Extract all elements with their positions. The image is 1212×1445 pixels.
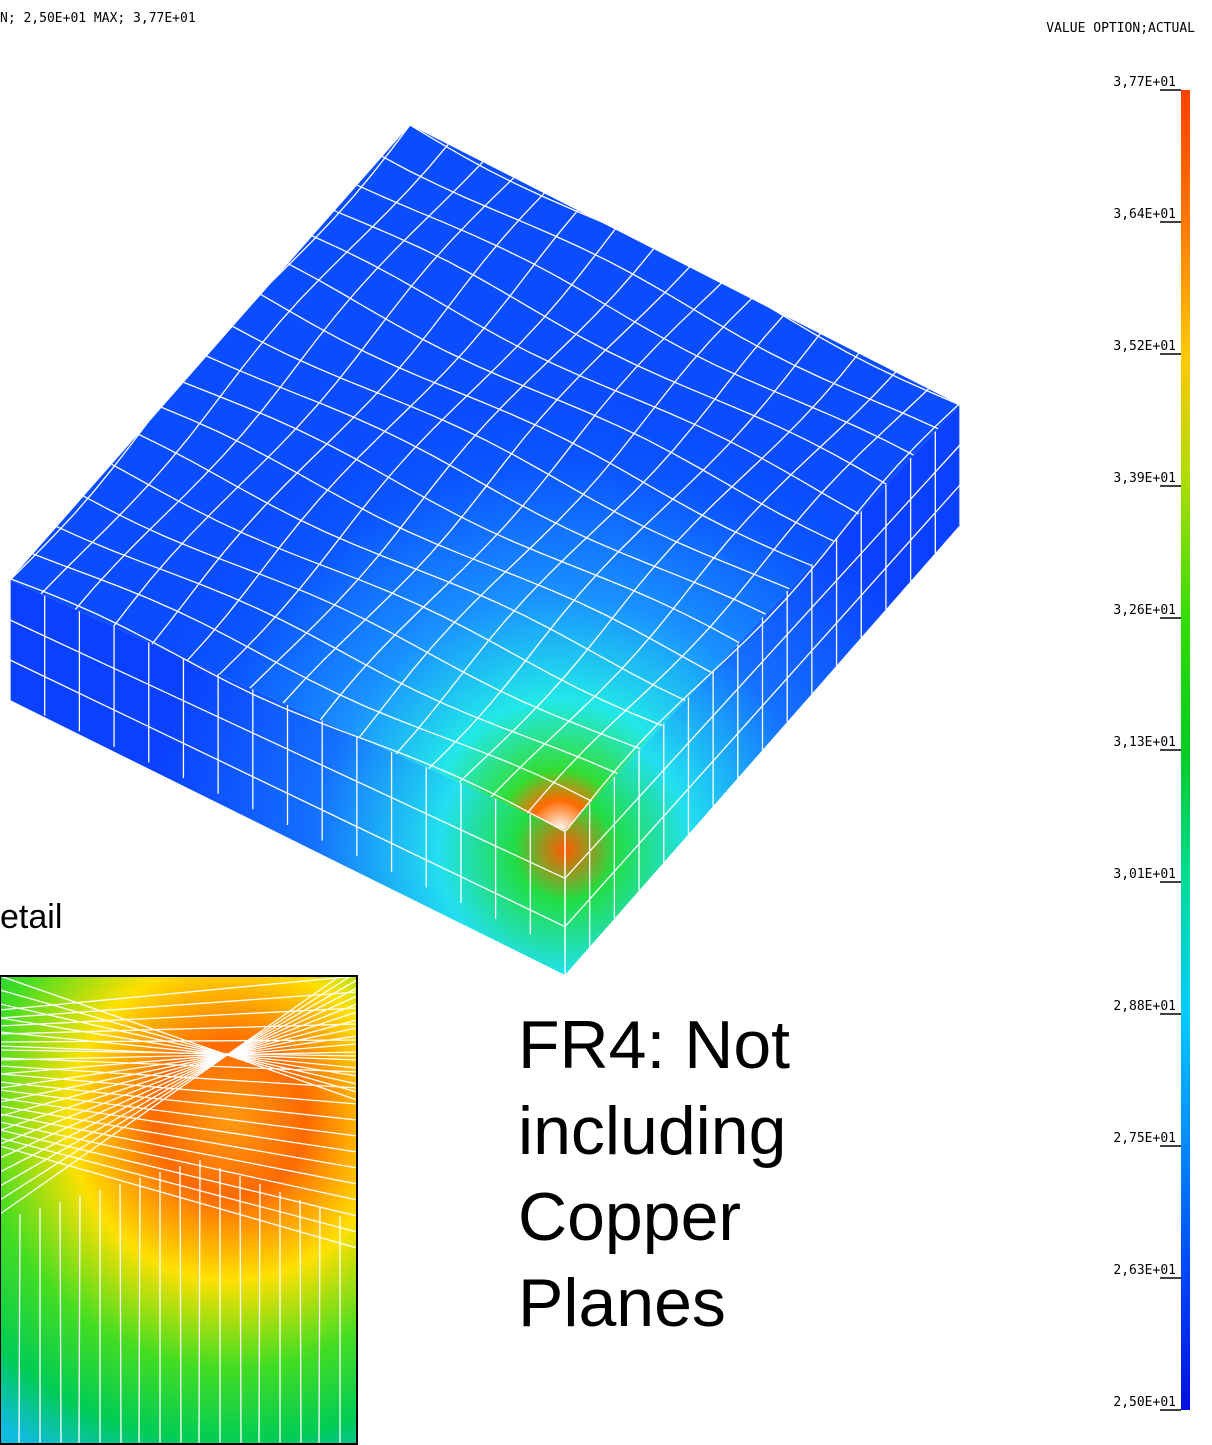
legend-label: 3,52E+01: [1113, 339, 1176, 354]
legend-label: 2,88E+01: [1113, 999, 1176, 1014]
value-option: VALUE OPTION;ACTUAL: [1046, 21, 1195, 36]
detail-label: etail: [0, 898, 62, 936]
legend-label: 3,64E+01: [1113, 207, 1176, 222]
caption: FR4: Not including Copper Planes: [518, 1007, 790, 1341]
caption-line: Copper: [518, 1179, 741, 1255]
legend-label: 3,77E+01: [1113, 75, 1176, 90]
color-bar: [1181, 90, 1190, 1410]
detail-image: [0, 976, 357, 1444]
detail-inset: [0, 964, 361, 1445]
min-max-text: N; 2,50E+01 MAX; 3,77E+01: [0, 11, 196, 26]
fea-model: [10, 125, 960, 975]
detail-line: [360, 1224, 361, 1445]
caption-line: Planes: [518, 1265, 726, 1341]
legend-label: 3,39E+01: [1113, 471, 1176, 486]
legend-label: 3,26E+01: [1113, 603, 1176, 618]
legend-label: 3,13E+01: [1113, 735, 1176, 750]
legend-label: 2,75E+01: [1113, 1131, 1176, 1146]
legend-label: 3,01E+01: [1113, 867, 1176, 882]
caption-line: including: [518, 1093, 786, 1169]
legend-label: 2,50E+01: [1113, 1395, 1176, 1410]
page: N; 2,50E+01 MAX; 3,77E+01 VALUE OPTION;A…: [0, 0, 1212, 1445]
legend-label: 2,63E+01: [1113, 1263, 1176, 1278]
screen: N; 2,50E+01 MAX; 3,77E+01 VALUE OPTION;A…: [0, 0, 1212, 1445]
legend: 3,77E+01 3,64E+01 3,52E+01 3,39E+01 3,26E+01…: [1113, 75, 1181, 1410]
caption-line: FR4: Not: [518, 1007, 790, 1083]
